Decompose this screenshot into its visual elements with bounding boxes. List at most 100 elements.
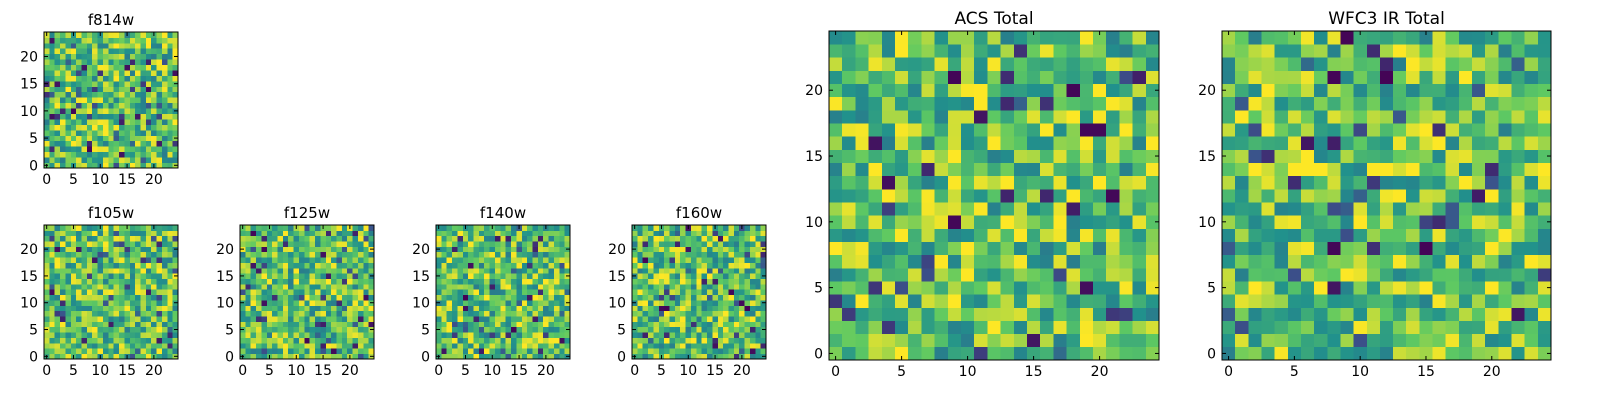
heatmap-cell: [81, 124, 88, 131]
heatmap-cell: [855, 31, 869, 45]
heatmap-cell: [1053, 136, 1067, 150]
heatmap-cell: [760, 278, 767, 285]
heatmap-cell: [1248, 96, 1262, 111]
heatmap-cell: [54, 267, 61, 274]
heatmap-cell: [1261, 281, 1276, 295]
heatmap-cell: [494, 310, 501, 317]
heatmap-cell: [113, 235, 120, 242]
heatmap-cell: [974, 241, 988, 256]
heatmap-cell: [65, 151, 72, 158]
y-tick-label: 15: [20, 269, 38, 285]
heatmap-cell: [1132, 31, 1147, 45]
heatmap-cell: [1106, 254, 1120, 269]
heatmap-cell: [478, 230, 485, 237]
heatmap-cell: [70, 124, 77, 131]
heatmap-cell: [97, 316, 104, 322]
heatmap-cell: [733, 257, 740, 263]
heatmap-cell: [1000, 149, 1015, 163]
heatmap-cell: [140, 140, 147, 147]
heatmap-cell: [1340, 254, 1354, 269]
heatmap-cell: [881, 346, 896, 361]
heatmap-cell: [855, 281, 869, 295]
heatmap-cell: [553, 305, 560, 312]
heatmap-cell: [81, 53, 88, 60]
heatmap-cell: [156, 64, 163, 71]
heatmap-cell: [1066, 294, 1081, 308]
heatmap-cell: [320, 273, 327, 279]
heatmap-cell: [462, 283, 469, 290]
heatmap-cell: [161, 108, 168, 114]
y-tick-label: 10: [20, 104, 38, 120]
heatmap-cell: [363, 316, 370, 322]
heatmap-cell: [1053, 44, 1067, 58]
heatmap-cell: [521, 321, 528, 328]
heatmap-cell: [352, 251, 359, 258]
heatmap-cell: [135, 225, 141, 231]
heatmap-cell: [1145, 281, 1160, 295]
heatmap-cell: [829, 333, 843, 348]
heatmap-cell: [749, 251, 756, 258]
heatmap-cell: [172, 230, 179, 237]
heatmap-cell: [245, 257, 252, 263]
heatmap-cell: [855, 83, 869, 98]
heatmap-cell: [436, 267, 442, 274]
heatmap-cell: [1106, 96, 1120, 111]
heatmap-cell: [60, 64, 66, 71]
heatmap-cell: [70, 135, 77, 142]
heatmap-cell: [119, 151, 125, 158]
heatmap-cell: [1235, 346, 1249, 361]
heatmap-cell: [1300, 320, 1315, 335]
heatmap-cell: [60, 42, 66, 49]
heatmap-cell: [1406, 83, 1420, 98]
heatmap-cell: [1406, 320, 1420, 335]
heatmap-cell: [548, 251, 555, 258]
heatmap-cell: [881, 307, 896, 321]
heatmap-cell: [145, 289, 152, 296]
heatmap-cell: [669, 332, 676, 338]
heatmap-cell: [987, 333, 1001, 348]
heatmap-cell: [1472, 83, 1486, 98]
heatmap-cell: [532, 310, 539, 317]
heatmap-cell: [320, 337, 327, 344]
heatmap-cell: [60, 108, 66, 114]
heatmap-cell: [961, 320, 975, 335]
heatmap-cell: [44, 251, 50, 258]
heatmap-cell: [1379, 254, 1394, 269]
heatmap-cell: [76, 108, 82, 114]
heatmap-cell: [108, 102, 115, 109]
heatmap-cell: [1132, 162, 1147, 177]
heatmap-cell: [54, 53, 61, 60]
heatmap-cell: [895, 281, 909, 295]
heatmap-cell: [1093, 123, 1107, 137]
heatmap-cell: [881, 31, 896, 45]
heatmap-cell: [172, 225, 179, 231]
heatmap-cell: [696, 321, 703, 328]
heatmap-cell: [352, 262, 359, 269]
heatmap-cell: [119, 162, 125, 169]
heatmap-cell: [135, 37, 141, 44]
heatmap-cell: [1379, 281, 1394, 295]
heatmap-cell: [1145, 188, 1160, 203]
heatmap-cell: [723, 289, 729, 296]
heatmap-cell: [881, 136, 896, 150]
heatmap-cell: [54, 80, 61, 87]
heatmap-cell: [102, 91, 109, 98]
heatmap-cell: [102, 75, 109, 82]
heatmap-cell: [49, 332, 56, 338]
heatmap-cell: [172, 70, 179, 76]
heatmap-cells-f814w: [44, 32, 179, 169]
heatmap-cell: [712, 246, 719, 253]
heatmap-cell: [60, 146, 66, 153]
heatmap-cell: [452, 342, 458, 349]
heatmap-cell: [86, 91, 93, 98]
heatmap-cell: [637, 332, 644, 338]
heatmap-cell: [81, 283, 88, 290]
heatmap-cell: [298, 337, 305, 344]
heatmap-cell: [161, 348, 168, 355]
heatmap-cell: [161, 162, 168, 169]
heatmap-cell: [1406, 202, 1420, 216]
heatmap-cell: [934, 202, 949, 216]
heatmap-cell: [135, 140, 141, 147]
heatmap-cell: [1406, 281, 1420, 295]
heatmap-cell: [559, 283, 566, 290]
